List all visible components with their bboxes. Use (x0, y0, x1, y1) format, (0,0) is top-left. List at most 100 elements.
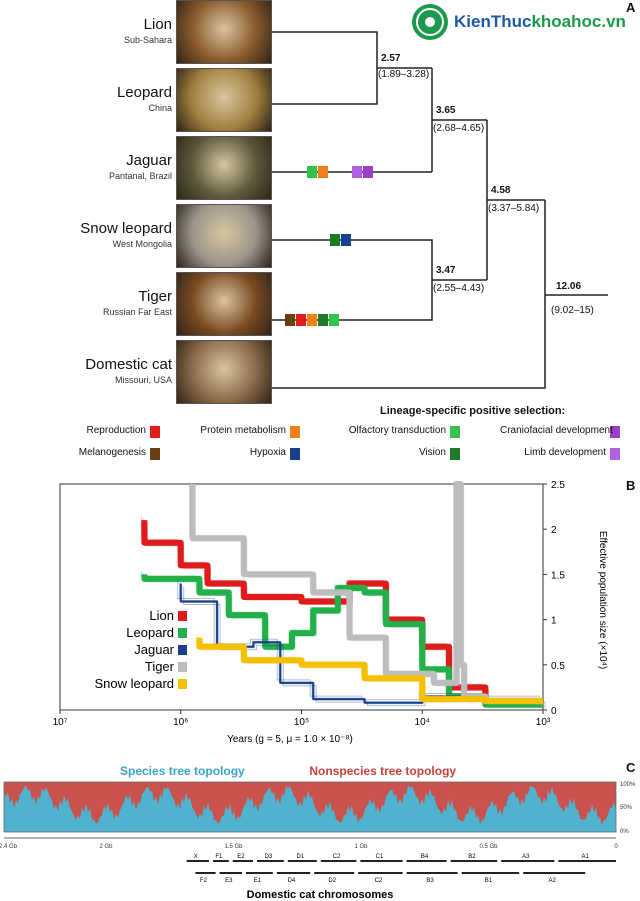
y-tick-label: 0.5 (551, 661, 565, 672)
chromosome-label: B3 (426, 878, 434, 884)
node-ci: (2.68–4.65) (433, 123, 484, 134)
legend-swatch (150, 426, 160, 438)
series-line (189, 481, 543, 704)
x-tick-label: 0 (614, 844, 618, 850)
topology-chart: 100% 50% 0% 00.5 Gb1 Gb1.5 Gb2 Gb2.4 Gb … (0, 781, 636, 901)
species-topology-label: Species tree topology (120, 764, 245, 778)
species-photo (176, 272, 272, 336)
species-name: Tiger (138, 288, 172, 305)
tree-branch-cat (272, 200, 546, 389)
psmc-chart: 10³ 10⁴ 10⁵ 10⁶ 10⁷ 0 0.5 1 1.5 2 2.5 Lion Leopard J… (53, 480, 608, 745)
legend-swatch (290, 448, 300, 460)
y-tick-label: 2.5 (551, 480, 565, 491)
chart-legend-label: Lion (149, 608, 174, 623)
species-name: Snow leopard (80, 220, 172, 237)
chart-legend-label: Tiger (145, 659, 175, 674)
marker-olfactory-2 (329, 314, 339, 326)
legend-label: Protein metabolism (200, 425, 286, 436)
chart-legend-label: Snow leopard (95, 676, 175, 691)
phylogeny-tree: 2.57 (1.89–3.28) 3.65 (2.68–4.65) 4.58 (… (272, 31, 608, 389)
chart-legend-swatch (178, 611, 187, 621)
y-tick-label: 1.5 (551, 570, 565, 581)
chromosome-label: D4 (288, 878, 296, 884)
marker-vision-2 (318, 314, 328, 326)
species-location: Russian Far East (102, 307, 172, 317)
species-area (4, 785, 616, 832)
species-photo (176, 204, 272, 268)
chart-legend-swatch (178, 662, 187, 672)
chromosome-label: C2 (375, 878, 383, 884)
species-location: Sub-Sahara (123, 35, 172, 45)
series-line (141, 574, 543, 708)
panel-letter-b: B (626, 478, 636, 493)
x-tick-label: 10³ (536, 717, 551, 728)
node-ci: (2.55–4.43) (433, 283, 484, 294)
species-name: Lion (143, 16, 172, 33)
x-tick-label: 10⁴ (415, 717, 430, 728)
marker-hypoxia (341, 234, 351, 246)
series-bootstrap-line (195, 634, 540, 699)
legend-label: Craniofacial development (500, 425, 613, 436)
chart-legend-swatch (178, 628, 187, 638)
node-ci: (3.37–5.84) (488, 203, 539, 214)
chromosome-label: F2 (200, 878, 208, 884)
x-tick-label: 0.5 Gb (479, 844, 498, 850)
legend-label: Olfactory transduction (348, 425, 446, 436)
node-age: 4.58 (491, 185, 511, 196)
node-ci: (1.89–3.28) (378, 69, 429, 80)
species-name: Jaguar (126, 152, 172, 169)
species-location: West Mongolia (112, 239, 172, 249)
x-tick-label: 10⁷ (53, 717, 68, 728)
logo-text: KienThuc (454, 12, 532, 31)
panel-letter-a: A (626, 0, 636, 15)
y-tick: 50% (620, 805, 633, 811)
y-tick: 100% (620, 782, 636, 788)
x-axis-label: Years (g = 5, μ = 1.0 × 10⁻⁸) (227, 734, 353, 745)
series-line (196, 637, 543, 704)
marker-olfactory (307, 166, 317, 178)
legend-label: Vision (418, 447, 446, 458)
marker-vision (330, 234, 340, 246)
chromosome-label: B1 (485, 878, 493, 884)
legend-label: Hypoxia (249, 447, 286, 458)
legend-swatch (610, 448, 620, 460)
node-age: 3.47 (436, 265, 456, 276)
x-tick-label: 2 Gb (99, 844, 113, 850)
legend-label: Reproduction (86, 425, 146, 436)
species-photo (176, 0, 272, 64)
node-ci: (9.02–15) (551, 305, 594, 316)
x-tick-label: 10⁵ (294, 717, 309, 728)
marker-reproduction (296, 314, 306, 326)
chromosome-label: X (194, 854, 198, 860)
logo-icon (412, 4, 448, 40)
species-name: Leopard (116, 84, 172, 101)
chromosome-label: E2 (237, 854, 245, 860)
x-tick-label: 1.5 Gb (224, 844, 243, 850)
chart-legend-swatch (178, 679, 187, 689)
tree-branch-lion-leopard (272, 31, 378, 105)
marker-melanogenesis (285, 314, 295, 326)
species-name: Domestic cat (85, 356, 172, 373)
series-line (179, 583, 543, 704)
marker-limb (352, 166, 362, 178)
chromosome-label: E3 (225, 878, 233, 884)
y-tick-label: 2 (551, 525, 557, 536)
x-tick-label: 10⁶ (173, 717, 188, 728)
panel-letter-c: C (626, 760, 636, 775)
species-location: Pantanal, Brazil (108, 171, 172, 181)
chromosome-label: F1 (215, 854, 223, 860)
chromosome-label: C2 (333, 854, 341, 860)
species-location: Missouri, USA (114, 375, 172, 385)
series-line (141, 520, 543, 706)
legend-label: Limb development (524, 447, 606, 458)
chart-legend-label: Leopard (126, 625, 174, 640)
series-bootstrap-line (142, 519, 542, 703)
legend-swatch (150, 448, 160, 460)
marker-craniofacial (363, 166, 373, 178)
chart-legend-swatch (178, 645, 187, 655)
legend-swatch (450, 448, 460, 460)
chromosome-label: D2 (328, 878, 336, 884)
species-location: China (148, 103, 172, 113)
marker-protein (318, 166, 328, 178)
species-photo (176, 68, 272, 132)
